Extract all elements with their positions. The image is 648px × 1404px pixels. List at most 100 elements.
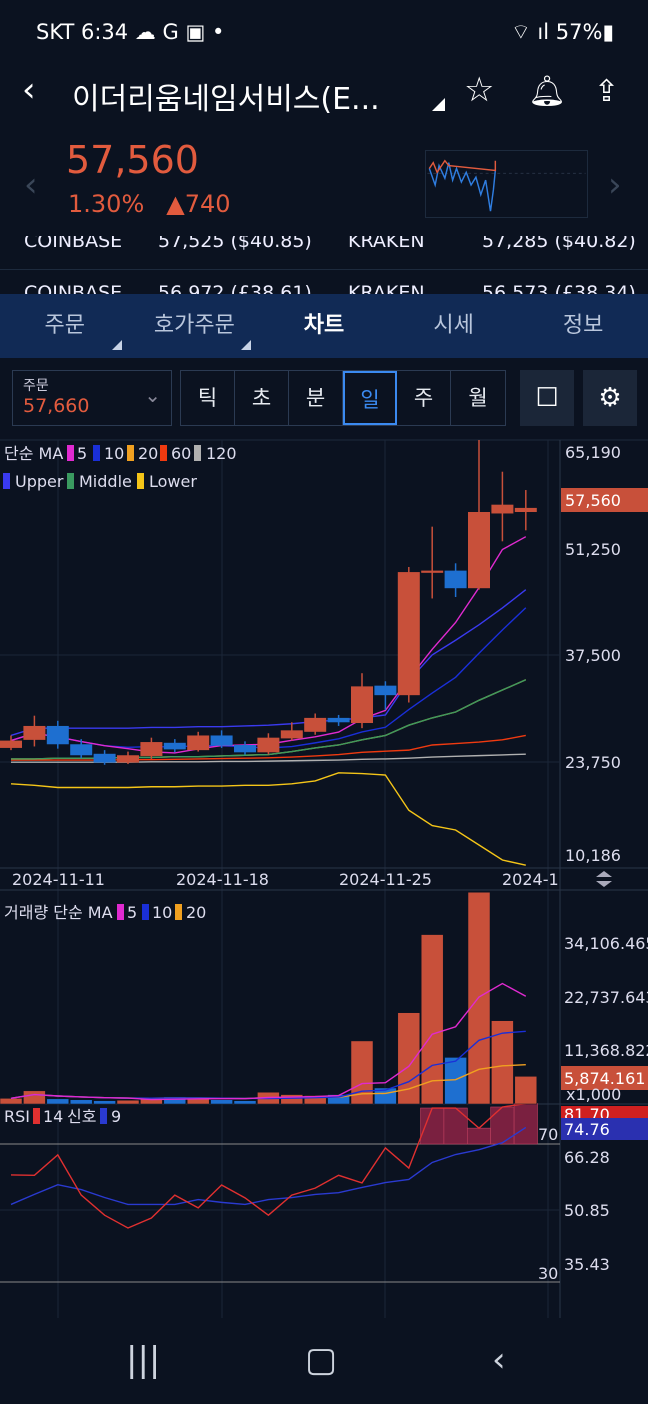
y-tick: 22,737.643 (564, 988, 648, 1007)
share-icon[interactable]: ⇪ (594, 74, 620, 109)
volume-bar (93, 1100, 116, 1105)
last-volume-marker (561, 1066, 648, 1090)
rsi-line (10, 1102, 526, 1229)
chart-area[interactable]: 단순 MA 5 10 20 60 120 Upper Middle Lower … (0, 438, 648, 1318)
candle-body (46, 725, 69, 745)
rsi-legend-title: RSI (4, 1107, 30, 1126)
exchange-row: COINBASE 57,525 ($40.85) KRAKEN 57,285 (… (0, 236, 648, 270)
legend-rsi-period: 14 (43, 1107, 63, 1126)
legend-signal-period: 9 (111, 1107, 121, 1126)
legend-ma5: 5 (77, 444, 87, 463)
price-legend: 단순 MA 5 10 20 60 120 Upper Middle Lower (3, 444, 237, 491)
candle-body (93, 753, 116, 763)
candle-body (351, 686, 373, 724)
rsi-overbought-segment (513, 1103, 538, 1145)
rsi-swatch (33, 1108, 40, 1124)
exchange-price: 57,285 ($40.82) (482, 236, 636, 252)
candle-body (187, 735, 210, 751)
period-second[interactable]: 초 (235, 371, 289, 425)
back-icon[interactable]: ‹ (492, 1340, 506, 1380)
exchange-name: COINBASE (24, 236, 123, 252)
battery-icon: ▮ (602, 20, 614, 44)
volume-bar (327, 1094, 350, 1105)
order-label: 주문 (23, 378, 49, 394)
clock: 6:34 (81, 20, 129, 44)
chevron-down-icon: ⌄ (144, 383, 161, 407)
rsi-overbought-segment (443, 1107, 468, 1145)
x-tick: 2024-11-11 (12, 870, 105, 889)
home-icon[interactable]: ▢ (305, 1340, 338, 1380)
candle-body (304, 717, 327, 732)
period-day[interactable]: 일 (343, 371, 397, 425)
y-tick: 35.43 (564, 1255, 610, 1274)
tab-quote-order[interactable]: 호가주문 (130, 294, 260, 358)
volume-unit: x1,000 (566, 1085, 621, 1104)
x-tick: 2024-11-18 (176, 870, 269, 889)
tab-info[interactable]: 정보 (518, 294, 648, 358)
gear-icon[interactable]: ⚙ (583, 370, 637, 426)
fullscreen-square-icon[interactable]: ☐ (520, 370, 574, 426)
candle-body (327, 717, 350, 723)
tab-market[interactable]: 시세 (389, 294, 519, 358)
next-chevron-icon[interactable]: › (608, 165, 622, 205)
legend-upper: Upper (15, 472, 64, 491)
x-tick: 2024-1 (502, 870, 559, 889)
candle-body (280, 730, 303, 739)
wifi-signal-icon: ⌔ ıl (510, 20, 556, 44)
tab-label: 호가주문 (153, 313, 235, 338)
volume-bar (210, 1099, 233, 1105)
period-tick[interactable]: 틱 (181, 371, 235, 425)
volume-ma5-line (10, 982, 527, 1101)
tab-order[interactable]: 주문 (0, 294, 130, 358)
volume-bar (303, 1095, 327, 1105)
candle-body (0, 740, 22, 748)
candle-body (70, 744, 93, 756)
bell-icon[interactable]: 🔔︎ (528, 74, 567, 109)
y-tick: 50.85 (564, 1201, 610, 1220)
current-price: 57,560 (66, 138, 199, 182)
tab-label: 주문 (44, 313, 86, 338)
bb-lower-line (10, 772, 526, 866)
coin-title[interactable]: 이더리움네임서비스(E... (72, 82, 380, 117)
legend-ma20: 20 (138, 444, 158, 463)
price-axis: 65,190 51,250 37,500 23,750 10,186 57,56… (561, 443, 648, 865)
sparkline-chart (425, 150, 588, 218)
y-tick: 23,750 (565, 753, 621, 772)
volume-bar (350, 1040, 374, 1105)
rsi-overbought-segment (466, 1127, 491, 1145)
back-chevron-left-icon[interactable]: ‹ (22, 70, 36, 110)
legend-vol-ma5: 5 (127, 903, 137, 922)
x-tick: 2024-11-25 (339, 870, 432, 889)
title-bar: ‹ 이더리움네임서비스(E... ☆ 🔔︎ ⇪ (0, 62, 648, 128)
volume-bar (233, 1100, 257, 1105)
carrier: SKT (36, 20, 75, 44)
signal-last-label: 74.76 (564, 1120, 610, 1139)
tab-chart[interactable]: 차트 (259, 294, 389, 358)
candle-body (163, 742, 186, 750)
tab-label: 시세 (433, 313, 474, 338)
volume-legend: 거래량 단순 MA 5 10 20 34,106.465 22,737.643 … (4, 903, 648, 1104)
signal-last-marker (561, 1118, 648, 1140)
volume-legend-title: 거래량 단순 MA (4, 903, 113, 922)
period-month[interactable]: 월 (468, 386, 488, 410)
menu-triangle-icon (241, 340, 252, 350)
resize-handle-icon[interactable] (596, 871, 612, 887)
volume-bar (23, 1090, 46, 1105)
prev-chevron-icon[interactable]: ‹ (24, 165, 38, 205)
dropdown-triangle-icon[interactable] (432, 98, 445, 111)
order-value: 57,660 (23, 395, 90, 417)
signal-swatch (100, 1108, 107, 1124)
star-icon[interactable]: ☆ (464, 70, 495, 110)
exchange-price: 57,525 ($40.85) (158, 236, 312, 252)
rsi-overbought-fill (420, 1103, 538, 1145)
lower-swatch (137, 473, 144, 489)
vol-ma20-swatch (175, 904, 182, 920)
recent-apps-icon[interactable]: ||| (126, 1340, 161, 1380)
volume-bar (280, 1094, 304, 1105)
middle-swatch (67, 473, 74, 489)
order-price-select[interactable]: 주문 57,660 ⌄ (12, 370, 172, 426)
period-minute[interactable]: 분 (289, 371, 343, 425)
period-week[interactable]: 주 (397, 371, 451, 425)
status-bar: SKT 6:34 ☁ G ▣ • ⌔ ıl 57%▮ (0, 0, 648, 62)
rsi-overbought-segment (490, 1106, 515, 1145)
